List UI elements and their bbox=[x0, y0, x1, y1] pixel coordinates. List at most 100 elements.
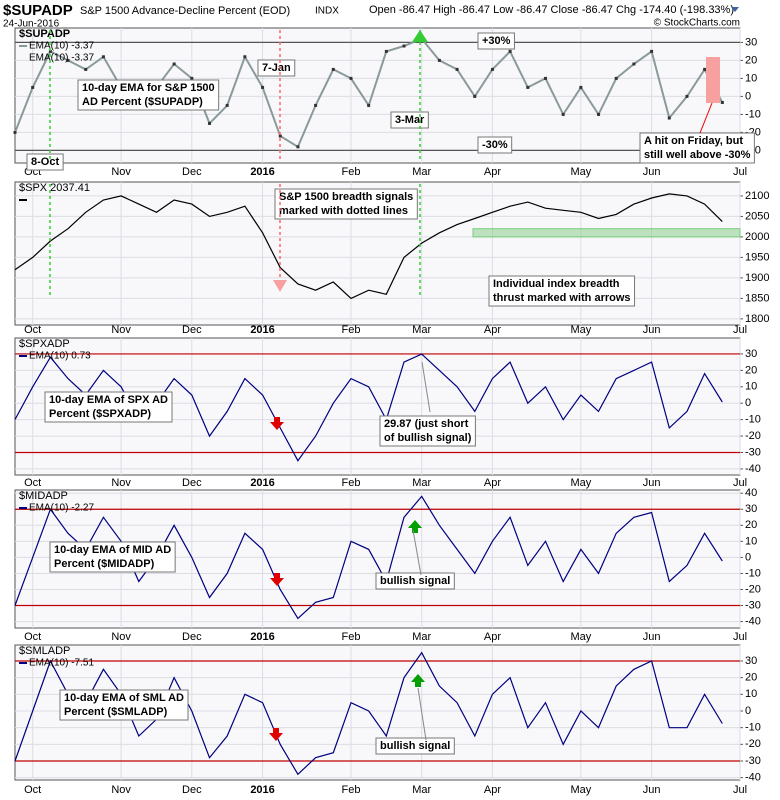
x-tick-label: Jun bbox=[643, 784, 661, 796]
point bbox=[526, 85, 530, 89]
point bbox=[243, 55, 247, 59]
legend-entry: EMA(10) 0.73 bbox=[29, 351, 91, 362]
annotation-text: Percent ($MIDADP) bbox=[54, 558, 155, 570]
y-tick-label: -10 bbox=[745, 722, 761, 734]
x-tick-label: Apr bbox=[484, 631, 501, 643]
x-tick-label: Jun bbox=[643, 477, 661, 489]
legend-entry: EMA(10) -7.51 bbox=[29, 658, 94, 669]
x-tick-label: Apr bbox=[484, 784, 501, 796]
point bbox=[172, 62, 176, 66]
date: 24-Jun-2016 bbox=[3, 19, 60, 30]
panel-label: $SMLADP bbox=[19, 645, 70, 657]
point bbox=[367, 103, 371, 107]
x-tick-label: Mar bbox=[412, 631, 431, 643]
up-arrow bbox=[411, 674, 425, 687]
y-tick-label: 10 bbox=[745, 381, 757, 393]
symbol: $SUPADP bbox=[3, 2, 73, 19]
y-tick-label: -10 bbox=[745, 414, 761, 426]
point bbox=[473, 94, 477, 98]
x-tick-label: Mar bbox=[412, 324, 431, 336]
point bbox=[101, 55, 105, 59]
panel-label: $SPX 2037.41 bbox=[19, 182, 90, 194]
point bbox=[490, 67, 494, 71]
x-tick-label: May bbox=[570, 631, 591, 643]
quote-dropdown bbox=[731, 7, 739, 12]
y-tick-label: 1850 bbox=[745, 292, 769, 304]
x-tick-label: Feb bbox=[341, 784, 360, 796]
x-tick-label: Nov bbox=[111, 784, 131, 796]
x-tick-label: Dec bbox=[182, 324, 202, 336]
annotation-text: thrust marked with arrows bbox=[493, 292, 631, 304]
point bbox=[384, 49, 388, 53]
y-tick-label: -20 bbox=[745, 430, 761, 442]
y-tick-label: 2050 bbox=[745, 210, 769, 222]
point bbox=[13, 130, 17, 134]
point bbox=[208, 121, 212, 125]
x-tick-label: Nov bbox=[111, 477, 131, 489]
point bbox=[437, 58, 441, 62]
annotation-box bbox=[639, 132, 755, 164]
y-tick-label: -10 bbox=[745, 567, 761, 579]
annotation-text: bullish signal bbox=[380, 575, 450, 587]
y-tick-label: 30 bbox=[745, 503, 757, 515]
highlight-box bbox=[706, 57, 720, 103]
x-tick-label: Apr bbox=[484, 166, 501, 178]
point bbox=[561, 112, 565, 116]
annotation-text: AD Percent ($SUPADP) bbox=[82, 96, 203, 108]
annotation-text: S&P 1500 breadth signals bbox=[279, 191, 413, 203]
annotation-text: of bullish signal) bbox=[384, 432, 472, 444]
point bbox=[190, 76, 194, 80]
callout-line bbox=[417, 687, 427, 741]
x-tick-label: Oct bbox=[24, 784, 41, 796]
y-tick-label: 30 bbox=[745, 655, 757, 667]
point bbox=[508, 49, 512, 53]
legend-entry: EMA(10) -2.27 bbox=[29, 503, 94, 514]
annotation-box bbox=[477, 136, 513, 154]
x-tick-label: Mar bbox=[412, 166, 431, 178]
annotation-text: 10-day EMA of MID AD bbox=[54, 544, 171, 556]
x-tick-label: Apr bbox=[484, 477, 501, 489]
x-tick-label: May bbox=[570, 477, 591, 489]
point bbox=[650, 49, 654, 53]
y-tick-label: 20 bbox=[745, 519, 757, 531]
series-line bbox=[14, 651, 723, 776]
annotation-text: 10-day EMA of SML AD bbox=[64, 692, 184, 704]
annotation-box bbox=[488, 275, 636, 307]
y-tick-label: -30 bbox=[745, 755, 761, 767]
point bbox=[331, 67, 335, 71]
y-tick-label: 2000 bbox=[745, 231, 769, 243]
annotation-text: Percent ($SPXADP) bbox=[49, 408, 151, 420]
point bbox=[314, 103, 318, 107]
annotation-text: 7-Jan bbox=[262, 62, 291, 74]
panel-label: $MIDADP bbox=[19, 490, 68, 502]
x-tick-label: Nov bbox=[111, 324, 131, 336]
support-zone bbox=[472, 228, 741, 238]
y-tick-label: -30 bbox=[745, 446, 761, 458]
x-tick-label: 2016 bbox=[250, 166, 274, 178]
up-arrow bbox=[408, 520, 422, 533]
legend-entry: EMA(10) -3.37 bbox=[29, 41, 94, 52]
x-tick-label: Nov bbox=[111, 166, 131, 178]
x-tick-label: May bbox=[570, 784, 591, 796]
x-tick-label: Dec bbox=[182, 784, 202, 796]
y-tick-label: 0 bbox=[745, 90, 751, 102]
x-tick-label: 2016 bbox=[250, 324, 274, 336]
annotation-text: -30% bbox=[482, 139, 508, 151]
y-tick-label: -40 bbox=[745, 615, 761, 627]
annotation-box bbox=[375, 572, 455, 590]
annotation-box bbox=[379, 415, 476, 447]
callout-line bbox=[421, 361, 431, 413]
annotation-box bbox=[257, 59, 296, 77]
panel-label: $SUPADP bbox=[19, 28, 70, 40]
x-tick-label: Nov bbox=[111, 631, 131, 643]
x-tick-label: Jun bbox=[643, 631, 661, 643]
x-tick-label: Mar bbox=[412, 477, 431, 489]
annotation-text: 10-day EMA of SPX AD bbox=[49, 394, 168, 406]
annotation-text: still well above -30% bbox=[644, 149, 751, 161]
point bbox=[66, 58, 70, 62]
annotation-text: 3-Mar bbox=[395, 114, 425, 126]
point bbox=[703, 67, 707, 71]
annotation-box bbox=[274, 188, 418, 220]
signal-arrow bbox=[273, 280, 287, 292]
annotation-box bbox=[59, 689, 189, 721]
